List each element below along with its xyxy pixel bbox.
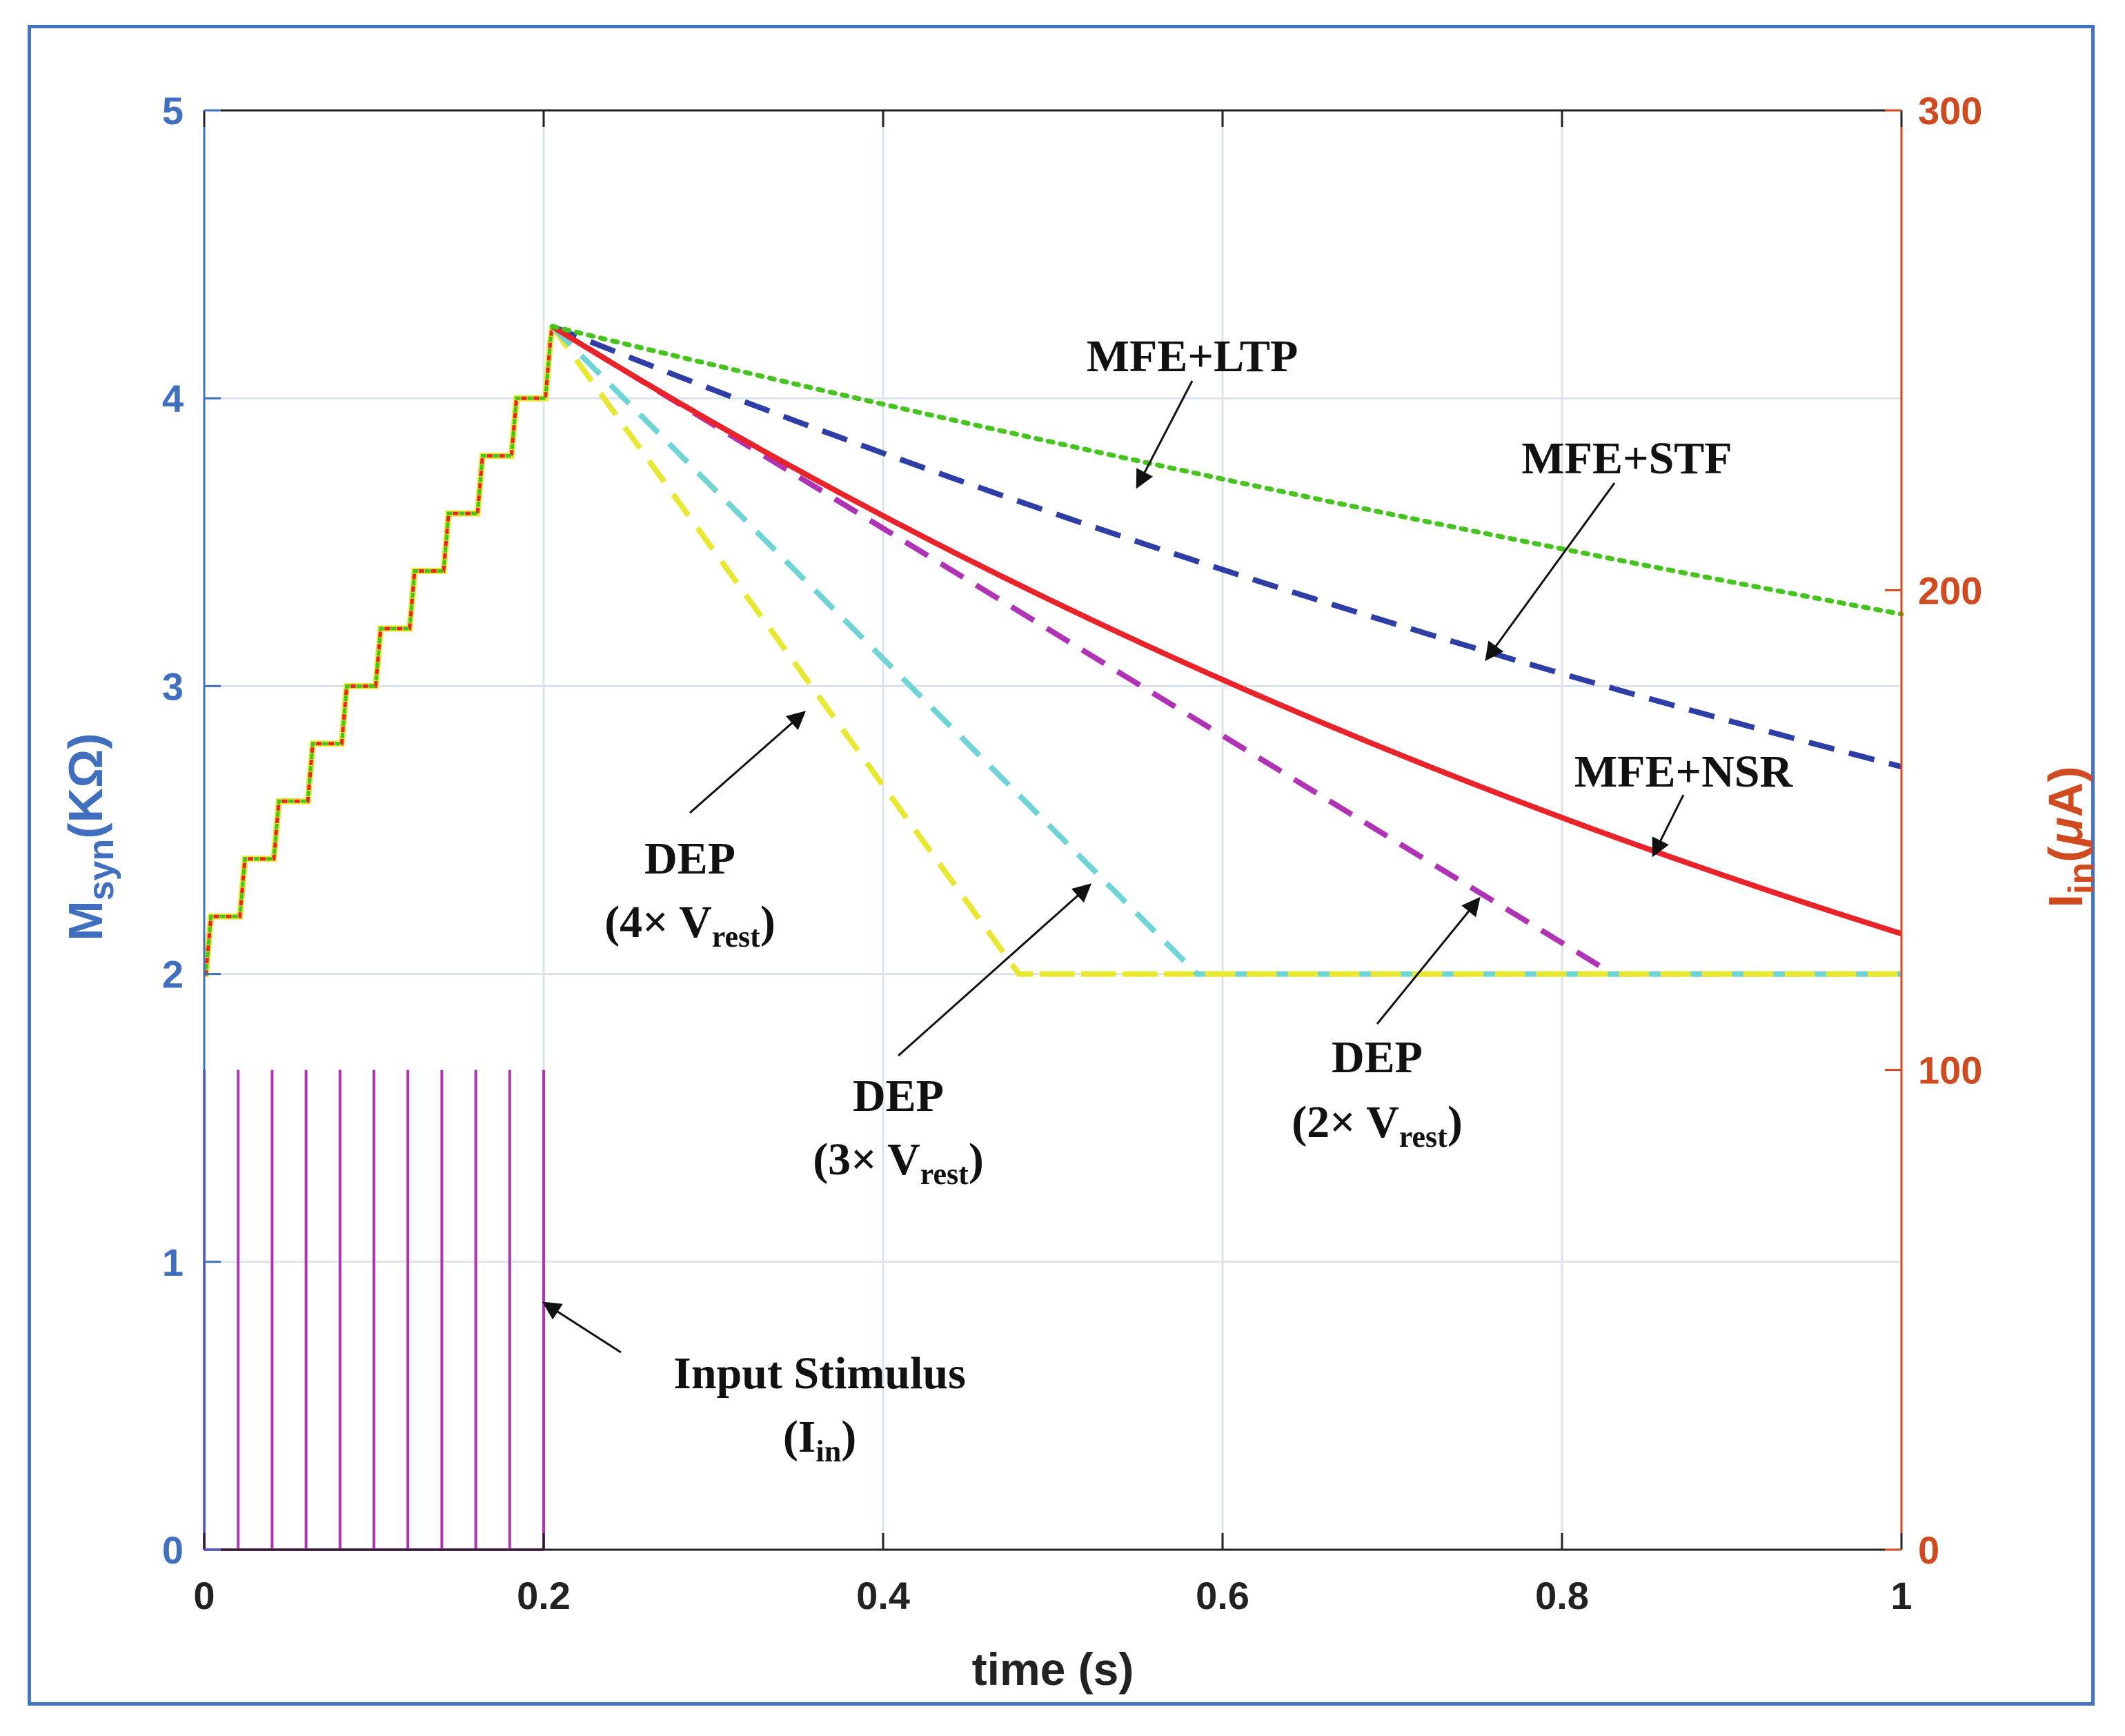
- annotation-mfe-ltp: MFE+LTP: [1087, 331, 1298, 382]
- x-tick-label: 0.6: [1196, 1574, 1249, 1617]
- arrow-stimulus: [542, 1301, 622, 1354]
- y-left-tick-label: 2: [162, 953, 184, 996]
- y-left-tick-label: 3: [162, 664, 184, 708]
- x-tick-label: 0.8: [1535, 1574, 1589, 1617]
- x-tick-label: 1: [1890, 1574, 1912, 1617]
- series-dep-2x: [551, 324, 1901, 977]
- annotation-dep-3x-factor: (3× Vrest): [813, 1134, 984, 1191]
- annotation-dep-4x-word: DEP: [644, 834, 735, 884]
- arrow-dep-3x: [898, 883, 1092, 1057]
- series-dep-4x: [550, 324, 1901, 977]
- arrow-mfe-nsr: [1652, 794, 1685, 858]
- arrow-mfe-ltp: [1136, 380, 1194, 489]
- arrow-dep-2x: [1376, 896, 1481, 1025]
- y-left-tick-label: 5: [162, 89, 184, 132]
- annotations-layer: MFE+LTP MFE+STF MFE+NSR DEP (4× Vrest) DEP (3×…: [542, 331, 1794, 1468]
- series-learning-red: [204, 326, 554, 976]
- x-tick-label: 0: [193, 1574, 215, 1617]
- arrow-dep-4x: [689, 711, 807, 814]
- x-tick-label: 0.2: [517, 1574, 571, 1617]
- y-right-tick-label: 300: [1918, 89, 1982, 132]
- annotation-dep-3x-word: DEP: [853, 1071, 944, 1121]
- y-left-tick-label: 1: [162, 1241, 184, 1284]
- series-dep-3x: [550, 324, 1901, 977]
- y-right-axis-label: Iin(μA): [2039, 766, 2102, 907]
- arrow-mfe-stf: [1485, 482, 1616, 662]
- y-right-tick-label: 100: [1918, 1049, 1982, 1092]
- y-right-tick-label: 0: [1918, 1528, 1939, 1572]
- x-tick-label: 0.4: [856, 1574, 910, 1617]
- x-axis-label: time (s): [972, 1644, 1134, 1695]
- series-mfe-nsr: [551, 324, 1903, 937]
- chart-frame: [28, 25, 2095, 1706]
- series-mfe-stf: [551, 324, 1903, 770]
- annotation-dep-2x-factor: (2× Vrest): [1292, 1097, 1463, 1154]
- series-learning-green: [204, 326, 554, 976]
- annotation-stimulus-line2: (Iin): [783, 1412, 856, 1468]
- y-left-tick-label: 4: [162, 377, 184, 420]
- annotation-dep-4x-factor: (4× Vrest): [604, 897, 775, 954]
- y-left-axis-label: Msyn(KΩ): [59, 733, 121, 940]
- annotation-mfe-stf: MFE+STF: [1521, 433, 1732, 484]
- annotation-dep-2x-word: DEP: [1332, 1032, 1423, 1083]
- y-right-tick-label: 200: [1918, 569, 1982, 612]
- series-layer: [203, 324, 1904, 1551]
- y-left-tick-label: 0: [162, 1528, 184, 1572]
- annotation-stimulus-line1: Input Stimulus: [673, 1348, 966, 1399]
- series-learning-base: [203, 326, 555, 978]
- annotation-mfe-nsr: MFE+NSR: [1574, 747, 1794, 797]
